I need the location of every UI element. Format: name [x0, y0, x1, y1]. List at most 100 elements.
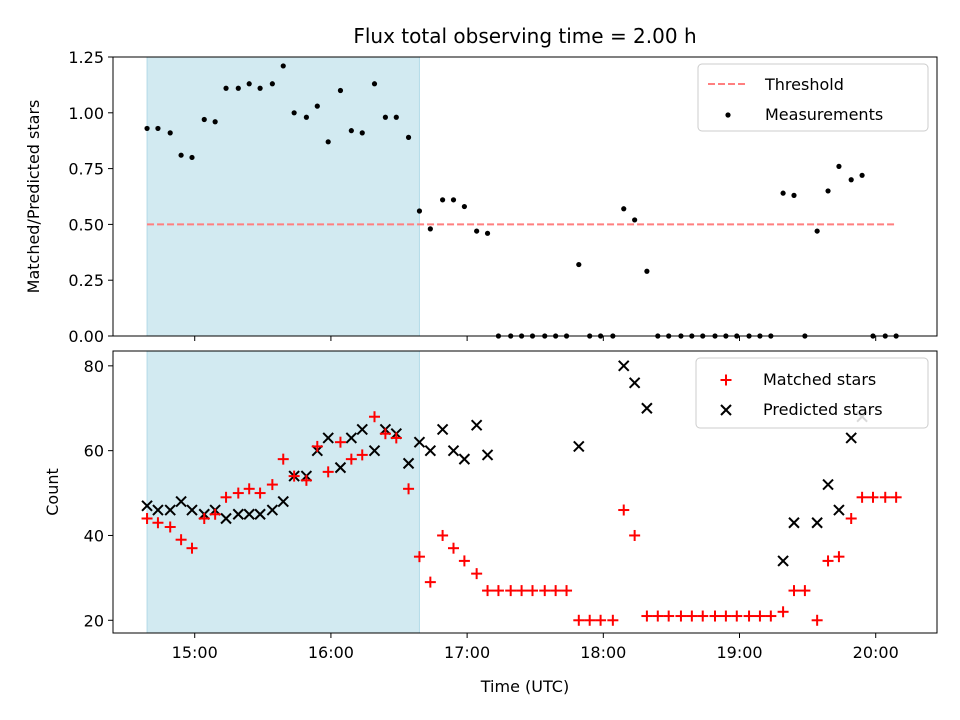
bottom-y-tick-label: 40	[84, 526, 104, 545]
matched-star-point	[584, 614, 596, 626]
measurement-point	[859, 172, 865, 178]
predicted-star-point	[368, 444, 381, 457]
matched-star-point	[743, 610, 755, 622]
measurement-point	[325, 139, 331, 145]
measurement-point	[257, 85, 263, 91]
matched-star-point	[652, 610, 664, 622]
matched-star-point	[867, 491, 879, 503]
matched-star-point	[424, 576, 436, 588]
matched-star-point	[311, 440, 323, 452]
legend-plus-mark	[720, 374, 732, 386]
x-tick-label: 16:00	[308, 643, 354, 662]
matched-star-point	[390, 432, 402, 444]
matched-star-point	[334, 436, 346, 448]
matched-star-point	[288, 470, 300, 482]
predicted-star-point	[470, 419, 483, 431]
top-y-ticks: 0.00 0.25 0.50 0.75 1.00 1.25	[68, 48, 113, 346]
measurement-point	[416, 208, 423, 214]
top-legend: Threshold Measurements	[697, 63, 929, 132]
matched-star-point	[550, 585, 562, 597]
matched-star-point	[300, 474, 312, 486]
chart-title: Flux total observing time = 2.00 h	[353, 24, 696, 48]
measurement-point	[450, 197, 457, 203]
measurement-point	[291, 110, 297, 116]
legend-x-mark	[720, 404, 732, 416]
predicted-star-point	[458, 453, 471, 465]
predicted-star-point	[436, 423, 449, 436]
matched-star-point	[595, 614, 607, 626]
predicted-star-point	[243, 508, 255, 520]
matched-star-point	[220, 491, 232, 503]
matched-star-point	[720, 610, 732, 622]
x-tick-label: 19:00	[716, 643, 762, 662]
matched-star-point	[754, 610, 766, 622]
measurement-point	[280, 63, 286, 69]
matched-star-point	[369, 411, 381, 423]
measurement-point	[393, 114, 399, 120]
measurement-point	[848, 177, 854, 183]
matched-star-point	[539, 585, 551, 597]
predicted-star-point	[628, 377, 641, 389]
top-y-axis-label: Matched/Predicted stars	[24, 100, 43, 294]
bottom-axes-frame	[112, 350, 938, 634]
matched-star-point	[856, 491, 868, 503]
measurement-point	[246, 81, 252, 87]
predicted-star-point	[186, 504, 198, 516]
predicted-star-point	[788, 517, 800, 529]
matched-star-point	[573, 614, 585, 626]
bottom-y-axis-label: Count	[43, 468, 62, 516]
matched-star-point	[765, 610, 777, 622]
legend-measurements-swatch	[725, 112, 731, 118]
matched-star-point	[254, 487, 266, 499]
predicted-star-point	[141, 500, 153, 512]
top-axes-frame	[112, 56, 938, 337]
predicted-star-point	[641, 402, 653, 414]
matched-star-point	[505, 585, 517, 597]
matched-star-point	[164, 521, 176, 533]
bottom-x-ticks: 15:00 16:00 17:00 18:00 19:00 20:00	[172, 633, 899, 662]
matched-star-point	[629, 529, 641, 541]
top-x-ticks	[194, 336, 877, 341]
measurement-point	[484, 230, 491, 236]
matched-star-point	[879, 491, 891, 503]
matched-star-point	[788, 585, 800, 597]
measurement-point	[189, 154, 195, 161]
top-shaded-span	[146, 56, 420, 337]
matched-star-point	[277, 453, 289, 465]
matched-star-point	[890, 491, 902, 503]
matched-star-point	[516, 585, 528, 597]
matched-star-point	[471, 568, 483, 580]
matched-star-point	[266, 479, 278, 491]
x-tick-label: 17:00	[444, 643, 490, 662]
matched-star-point	[526, 585, 538, 597]
measurement-point	[621, 206, 627, 212]
matched-star-point	[345, 453, 357, 465]
x-axis-label: Time (UTC)	[480, 677, 569, 696]
measurements-points	[144, 63, 899, 339]
legend-threshold-label: Threshold	[764, 75, 844, 94]
bottom-y-tick-label: 20	[84, 611, 104, 630]
matched-star-point	[641, 610, 653, 622]
predicted-star-point	[481, 449, 494, 461]
predicted-star-point	[232, 508, 245, 520]
matched-star-point	[607, 614, 619, 626]
measurement-point	[269, 81, 275, 87]
bottom-legend-box	[695, 357, 929, 429]
matched-star-point	[492, 585, 504, 597]
matched-star-point	[356, 449, 368, 461]
bottom-shaded-span	[146, 350, 420, 634]
predicted-star-point	[254, 508, 266, 520]
matched-star-point	[379, 428, 391, 440]
matched-star-point	[186, 542, 198, 554]
measurement-point	[780, 190, 786, 196]
measurement-point	[314, 103, 320, 109]
matched-star-point	[403, 483, 415, 495]
matched-star-point	[232, 487, 244, 499]
predicted-star-point	[413, 436, 426, 448]
predicted-star-point	[573, 440, 585, 453]
matched-star-point	[198, 513, 210, 525]
predicted-star-point	[345, 432, 358, 444]
matched-star-point	[663, 610, 675, 622]
measurement-point	[440, 197, 446, 203]
x-tick-label: 15:00	[172, 643, 218, 662]
